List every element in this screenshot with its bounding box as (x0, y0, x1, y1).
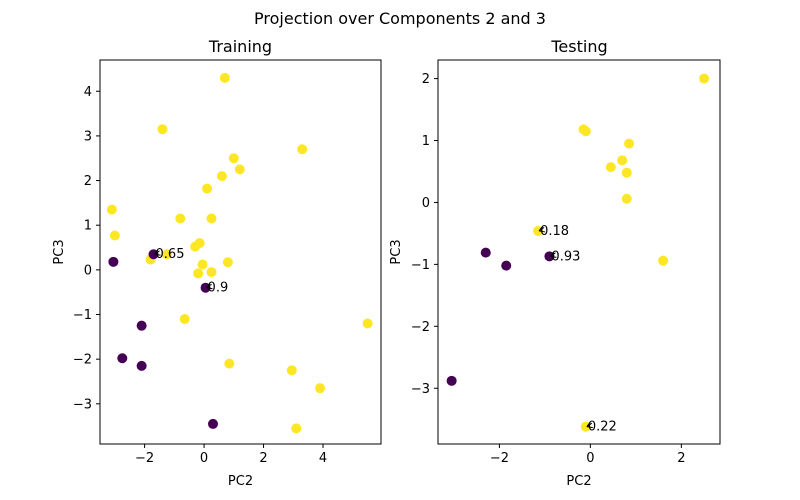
testing-point (501, 260, 512, 271)
training-title: Training (208, 37, 272, 56)
training-annotation-arrowhead (154, 250, 161, 256)
training-xlabel: PC2 (228, 474, 253, 489)
testing-point (621, 193, 632, 204)
training-point (224, 358, 235, 369)
testing-point (605, 162, 616, 173)
testing-point (621, 167, 632, 178)
testing-x-tick-label: 2 (677, 451, 685, 466)
training-point (234, 164, 245, 175)
training-point (228, 153, 239, 164)
training-marks: 0.65 0.9 (106, 72, 373, 434)
training-annotation-label: 0.65 (156, 247, 185, 262)
figure-suptitle: Projection over Components 2 and 3 (254, 9, 546, 28)
training-y-tick-label: 4 (84, 85, 92, 100)
testing-annotation-label: 0.93 (551, 249, 580, 264)
testing-annotation: 0.22 (586, 420, 617, 435)
testing-point (624, 138, 635, 149)
testing-annotation-label: 0.18 (540, 224, 569, 239)
training-annotation: 0.65 (154, 247, 185, 262)
testing-point (480, 247, 491, 258)
training-annotation-arrowhead (206, 283, 213, 290)
testing-annotation-label: 0.22 (588, 420, 617, 435)
testing-axes-frame (437, 59, 721, 445)
training-point (179, 313, 190, 324)
testing-ylabel: PC3 (389, 239, 404, 264)
testing-point (699, 73, 710, 84)
training-y-tick-label: 1 (84, 219, 92, 234)
testing-x-tick-label: −2 (490, 451, 509, 466)
training-ticks: −2 0 2 4 −3 −2 −1 0 1 2 3 4 (73, 85, 327, 466)
training-point (106, 204, 117, 215)
training-point (190, 241, 201, 252)
testing-y-tick-label: −3 (411, 382, 430, 397)
training-point (136, 360, 147, 371)
training-point (207, 418, 218, 429)
training-point (197, 259, 208, 270)
training-point (315, 383, 326, 394)
testing-annotation-arrowhead (538, 227, 546, 233)
training-x-tick-label: 0 (200, 451, 208, 466)
training-y-tick-label: 2 (84, 174, 92, 189)
training-y-tick-label: −3 (73, 397, 92, 412)
testing-y-tick-label: −2 (411, 320, 430, 335)
training-axes-frame (99, 59, 382, 445)
training-x-tick-label: 4 (319, 451, 327, 466)
training-point (297, 144, 308, 155)
training-point (206, 267, 217, 278)
training-point (362, 318, 373, 329)
training-x-tick-label: 2 (259, 451, 267, 466)
testing-y-tick-label: 1 (422, 134, 430, 149)
testing-annotation: 0.18 (538, 224, 569, 239)
training-point (175, 213, 186, 224)
training-point (206, 213, 217, 224)
testing-x-tick-label: 0 (586, 451, 594, 466)
training-point (219, 72, 230, 83)
training-point (157, 124, 168, 135)
training-y-tick-label: 0 (84, 263, 92, 278)
training-annotation: 0.9 (206, 281, 229, 296)
testing-xlabel: PC2 (566, 474, 591, 489)
testing-annotation: 0.93 (550, 249, 580, 264)
testing-panel: Testing 0.18 0.93 0.22 −2 0 2 −3 −2 −1 0 1 2 PC2 P… (389, 37, 721, 489)
testing-point (658, 255, 669, 266)
testing-ticks: −2 0 2 −3 −2 −1 0 1 2 (411, 72, 686, 466)
training-x-tick-label: −2 (135, 451, 154, 466)
training-ylabel: PC3 (52, 239, 67, 264)
training-point (216, 171, 227, 182)
testing-y-tick-label: 2 (422, 72, 430, 87)
training-point (108, 256, 119, 267)
testing-point (446, 375, 457, 386)
training-point (193, 268, 204, 279)
testing-point (617, 155, 628, 166)
training-point (117, 353, 128, 364)
testing-annotation-arrowhead (586, 422, 593, 429)
testing-y-tick-label: −1 (411, 258, 430, 273)
training-y-tick-label: −2 (73, 353, 92, 368)
training-y-tick-label: −1 (73, 308, 92, 323)
testing-marks: 0.18 0.93 0.22 (446, 73, 710, 435)
training-point (136, 320, 147, 331)
training-point (222, 257, 233, 268)
training-annotation-label: 0.9 (208, 281, 229, 296)
training-point (109, 230, 120, 241)
training-y-tick-label: 3 (84, 129, 92, 144)
testing-title: Testing (550, 37, 607, 56)
testing-y-tick-label: 0 (422, 196, 430, 211)
testing-annotation-arrowhead (550, 252, 557, 258)
training-point (202, 183, 213, 194)
testing-point (580, 126, 591, 137)
training-point (161, 249, 172, 260)
training-point (291, 423, 302, 434)
training-point (286, 365, 297, 376)
training-panel: Training 0.65 0.9 −2 0 2 4 −3 −2 −1 0 1 2 3 4 PC2 PC… (52, 37, 382, 489)
